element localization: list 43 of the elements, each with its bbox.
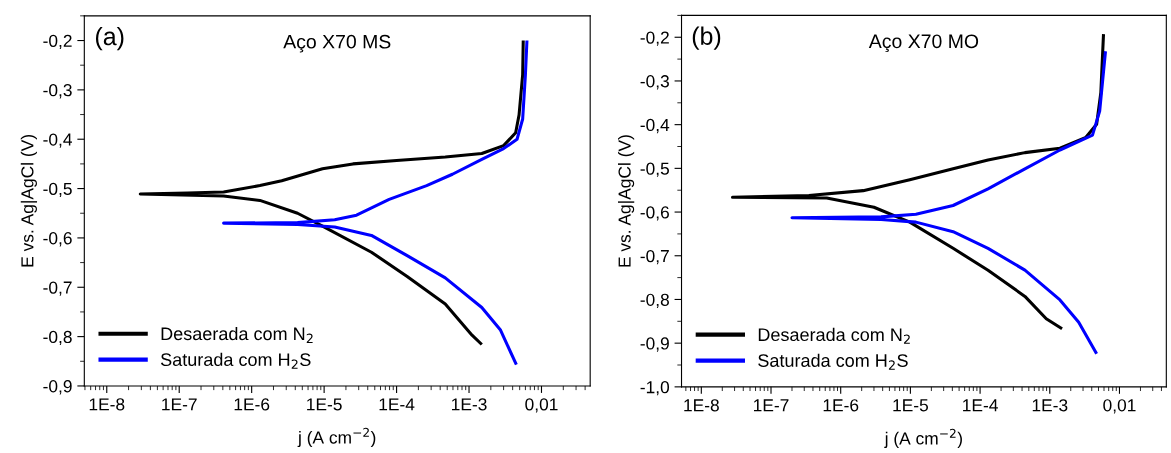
x-tick-label: 1E-3 <box>452 398 487 411</box>
x-tick-label: 1E-5 <box>893 399 928 412</box>
y-tick-label: -0,3 <box>640 75 669 90</box>
annotation: (a) <box>95 26 124 51</box>
y-tick-label: -0,8 <box>640 293 669 308</box>
x-tick-label: 1E-7 <box>162 398 197 411</box>
y-tick-label: -0,2 <box>640 31 669 46</box>
x-tick-label: 1E-6 <box>234 398 270 411</box>
text: Aço X70 MS <box>283 34 391 53</box>
y-tick-label: -0,5 <box>640 162 669 177</box>
y-tick-label: -0,3 <box>43 84 72 99</box>
text: Aço X70 MO <box>868 34 979 53</box>
legend-label: Desaerada com N$_{2}$ <box>161 326 313 343</box>
x-tick-label: 1E-8 <box>89 398 125 411</box>
y-tick-label: -0,6 <box>640 206 669 221</box>
y-tick-label: -1,0 <box>640 381 670 396</box>
y-tick-label: -0,7 <box>640 249 669 265</box>
y-tick-label: -0,2 <box>43 34 72 50</box>
x-axis-title: j (A cm$^{−2}$) <box>297 427 376 448</box>
y-tick-label: -0,4 <box>640 118 670 134</box>
legend-label: Desaerada com N$_{2}$ <box>758 327 910 344</box>
x-tick-label: 1E-3 <box>1032 399 1068 412</box>
x-axis-title: j (A cm$^{−2}$) <box>884 428 962 449</box>
x-tick-label: 1E-4 <box>379 398 415 411</box>
y-tick-label: -0,4 <box>43 133 72 148</box>
y-tick-label: -0,9 <box>640 337 669 352</box>
x-tick-label: 1E-8 <box>684 399 719 412</box>
x-tick-label: 0,01 <box>525 398 558 413</box>
x-tick-label: 1E-4 <box>963 399 998 412</box>
x-tick-label: 1E-7 <box>754 399 789 412</box>
y-tick-label: -0,8 <box>43 330 72 346</box>
y-tick-label: -0,7 <box>43 281 72 296</box>
x-tick-label: 1E-5 <box>307 398 342 411</box>
annotation: (b) <box>692 26 721 50</box>
x-tick-label: 1E-6 <box>823 399 859 412</box>
y-tick-label: -0,5 <box>43 182 72 198</box>
legend-label: Saturada com H$_{2}$S <box>160 352 311 369</box>
y-axis-title: E vs. Ag|AgCl (V) <box>617 135 635 267</box>
y-axis-title: E vs. Ag|AgCl (V) <box>20 135 38 267</box>
x-tick-label: 0,01 <box>1103 399 1136 414</box>
y-tick-label: -0,6 <box>43 232 72 247</box>
y-tick-label: -0,9 <box>43 380 72 395</box>
legend-label: Saturada com H$_{2}$S <box>758 353 908 370</box>
